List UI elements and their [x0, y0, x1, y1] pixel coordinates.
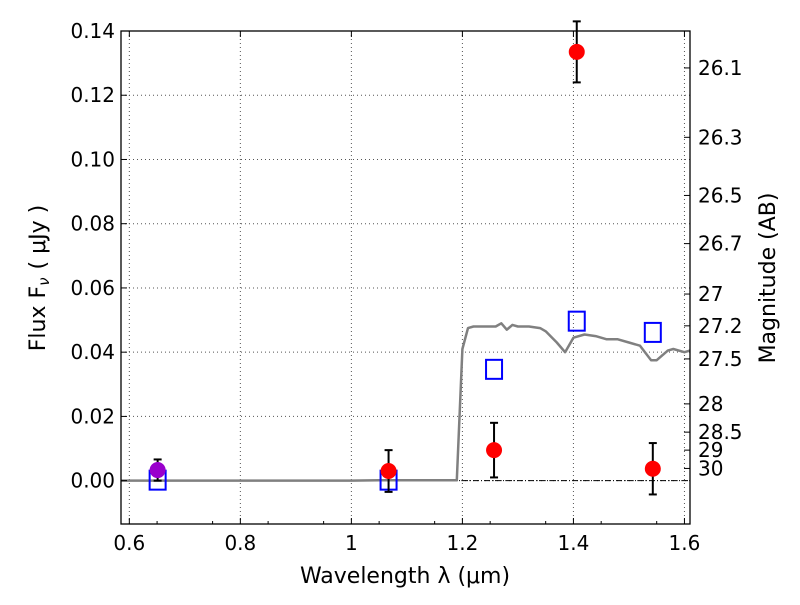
- model-sed-line: [121, 322, 691, 482]
- y-axis-label-unit: ( μJy ): [26, 205, 51, 270]
- mag-tick-label: 27.2: [698, 314, 743, 338]
- y-tick-label: 0.04: [70, 340, 115, 364]
- x-tick-label: 1: [345, 531, 358, 555]
- mag-tick-label: 28.5: [698, 420, 743, 444]
- model-band-square: [567, 310, 586, 332]
- right-axis-label: Magnitude (AB): [756, 193, 781, 364]
- x-tick-label: 0.6: [113, 531, 145, 555]
- model-band-square: [643, 321, 662, 343]
- mag-tick-label: 27.5: [698, 347, 743, 371]
- grid-layer: [121, 30, 690, 524]
- mag-tick-label: 29: [698, 438, 723, 462]
- y-tick-label: 0.12: [70, 83, 115, 107]
- optical-point: [149, 462, 166, 479]
- measured-point: [486, 442, 503, 459]
- model-band-square: [485, 358, 504, 380]
- y-axis-label-sub: ν: [35, 277, 53, 285]
- x-tick-label: 0.8: [224, 531, 256, 555]
- y-tick-label: 0.10: [70, 147, 115, 171]
- mag-tick-label: 26.3: [698, 125, 743, 149]
- mag-tick-label: 30: [698, 456, 723, 480]
- tick-layer: 0.6 0.8 1 1.2 1.4 1.6 0.00 0.02 0.04 0.06 0.08 0.10…: [70, 19, 742, 555]
- mag-tick-label: 26.5: [698, 183, 743, 207]
- x-tick-label: 1.4: [558, 531, 590, 555]
- plot-frame: [120, 30, 691, 525]
- measured-point: [380, 463, 397, 480]
- y-tick-label: 0.00: [70, 469, 115, 493]
- y-axis-label: Flux Fν ( μJy ): [26, 205, 53, 351]
- x-axis-label: Wavelength λ (μm): [300, 564, 510, 589]
- y-tick-label: 0.08: [70, 212, 115, 236]
- measured-point: [568, 43, 585, 60]
- mag-tick-label: 26.1: [698, 56, 743, 80]
- mag-tick-label: 27: [698, 282, 723, 306]
- y-tick-label: 0.14: [70, 19, 115, 43]
- mag-tick-label: 26.7: [698, 232, 743, 256]
- measured-point: [644, 460, 661, 477]
- mag-tick-label: 28: [698, 392, 723, 416]
- data-layer: [121, 20, 691, 496]
- y-tick-label: 0.06: [70, 276, 115, 300]
- y-axis-label-main: Flux F: [26, 286, 51, 351]
- y-tick-label: 0.02: [70, 404, 115, 428]
- svg-text:Flux Fν( μJy ): Flux Fν ( μJy ): [26, 205, 53, 351]
- x-tick-label: 1.2: [446, 531, 478, 555]
- x-tick-label: 1.6: [669, 531, 701, 555]
